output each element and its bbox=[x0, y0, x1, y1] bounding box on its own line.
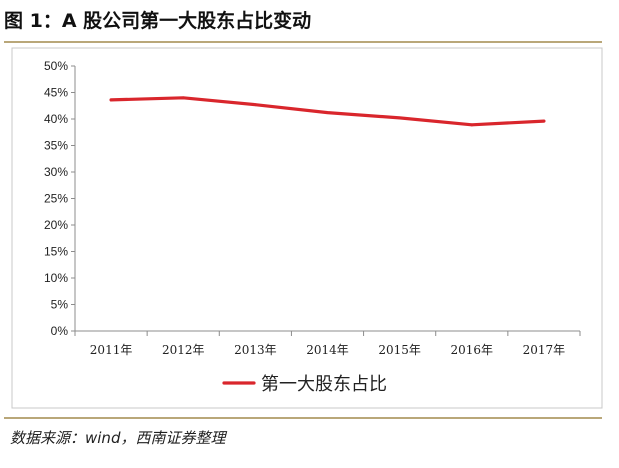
y-tick-label: 0% bbox=[51, 324, 69, 338]
x-tick-label: 2015年 bbox=[378, 343, 421, 357]
y-tick-label: 40% bbox=[44, 112, 68, 126]
legend-label: 第一大股东占比 bbox=[261, 374, 387, 395]
y-tick-label: 30% bbox=[44, 165, 68, 179]
source-divider bbox=[4, 417, 602, 419]
x-tick-label: 2016年 bbox=[451, 343, 494, 357]
y-tick-label: 35% bbox=[44, 139, 68, 153]
x-tick-label: 2013年 bbox=[234, 343, 277, 357]
y-tick-label: 10% bbox=[44, 271, 68, 285]
y-tick-label: 25% bbox=[44, 192, 68, 206]
x-tick-label: 2011年 bbox=[90, 343, 133, 357]
data-point bbox=[326, 111, 329, 115]
x-axis: 2011年 2012年 2013年 2014年 2015年 2016年 2017年 bbox=[74, 330, 581, 357]
x-tick-label: 2014年 bbox=[306, 343, 349, 357]
figure-title: 图 1：A 股公司第一大股东占比变动 bbox=[4, 10, 312, 32]
data-point bbox=[253, 103, 257, 107]
data-point bbox=[398, 116, 402, 120]
y-tick-label: 45% bbox=[44, 86, 68, 100]
y-axis: 0% 5% 10% 15% 20% 25% 30% 35% 40% 45% 50% bbox=[44, 59, 76, 338]
y-tick-label: 5% bbox=[51, 298, 69, 312]
legend: 第一大股东占比 bbox=[222, 374, 387, 395]
series-group bbox=[109, 96, 546, 127]
y-tick-label: 50% bbox=[44, 59, 68, 73]
data-point bbox=[109, 98, 113, 102]
x-tick-label: 2012年 bbox=[162, 343, 205, 357]
y-tick-label: 20% bbox=[44, 218, 68, 232]
x-tick-label: 2017年 bbox=[523, 343, 566, 357]
title-divider bbox=[4, 41, 602, 43]
data-point bbox=[181, 96, 185, 100]
y-tick-label: 15% bbox=[44, 245, 68, 259]
data-point bbox=[542, 119, 546, 123]
chart-frame bbox=[11, 47, 603, 409]
data-source-note: 数据来源：wind，西南证券整理 bbox=[10, 429, 226, 447]
data-point bbox=[470, 123, 474, 127]
